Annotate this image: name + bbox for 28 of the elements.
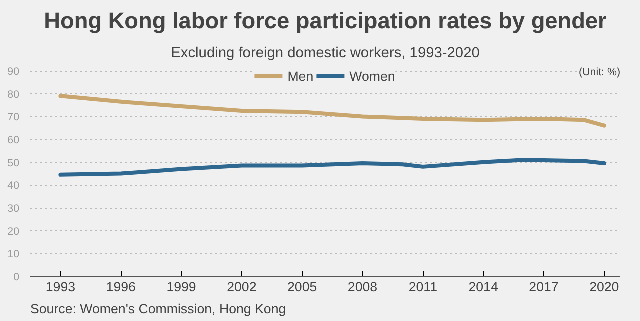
x-tick-label: 1993 <box>46 280 76 294</box>
y-tick-label: 30 <box>8 203 20 216</box>
line-series <box>58 94 606 128</box>
legend-label: Women <box>350 68 396 84</box>
y-tick-label: 50 <box>8 157 20 170</box>
y-tick-label: 90 <box>8 66 20 78</box>
y-tick-label: 0 <box>14 272 20 284</box>
y-tick-label: 70 <box>8 112 20 124</box>
x-tick-label: 1996 <box>106 280 136 294</box>
chart-title: Hong Kong labor force participation rates by gender <box>44 8 608 34</box>
y-tick-label: 20 <box>8 226 20 238</box>
x-tick-label: 1999 <box>166 280 196 294</box>
chart-subtitle: Excluding foreign domestic workers, 1993-2020 <box>171 46 480 62</box>
source-note: Source: Women's Commission, Hong Kong <box>30 302 286 316</box>
x-tick-label: 2008 <box>348 280 378 294</box>
y-tick-label: 10 <box>8 248 20 261</box>
x-tick-label: 2014 <box>468 280 499 294</box>
y-tick-label: 80 <box>8 88 20 101</box>
y-tick-label: 60 <box>8 134 20 147</box>
line-series <box>58 158 606 177</box>
legend-label: Men <box>288 68 314 84</box>
x-tick-label: 2017 <box>529 280 559 294</box>
x-tick-label: 2020 <box>590 280 620 294</box>
annotation: (Unit: %) <box>579 66 621 78</box>
x-tick-label: 2011 <box>408 280 438 294</box>
x-tick-label: 2005 <box>288 280 318 294</box>
y-tick-label: 40 <box>8 180 20 192</box>
x-tick-label: 2002 <box>227 280 257 294</box>
